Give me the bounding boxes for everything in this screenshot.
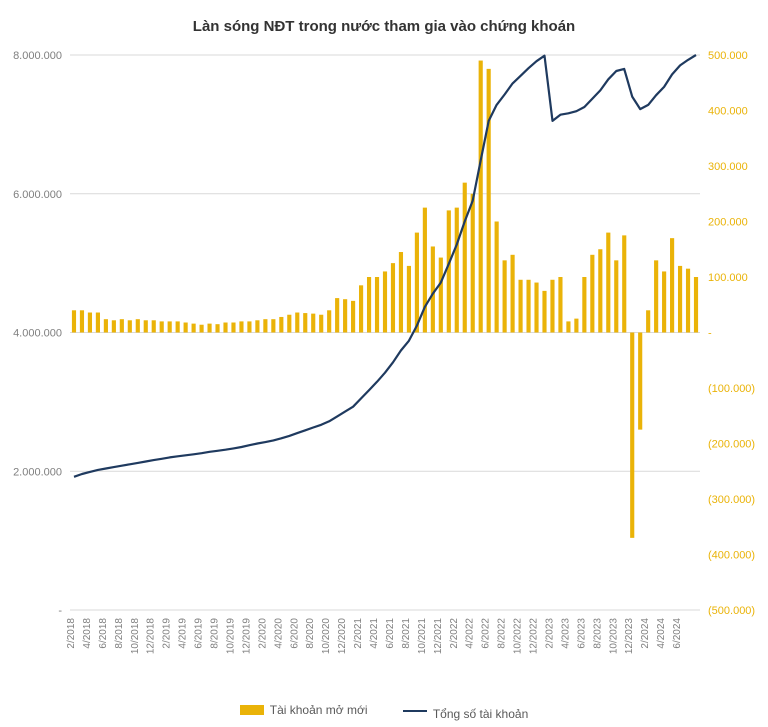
svg-text:10/2018: 10/2018 [130,618,141,655]
chart-svg: - 2.000.000 4.000.000 6.000.000 8.000.000 (50… [0,0,768,727]
svg-text:10/2022: 10/2022 [513,618,524,655]
svg-text:8/2019: 8/2019 [210,618,221,649]
svg-text:4/2022: 4/2022 [465,618,476,649]
chart-title: Làn sóng NĐT trong nước tham gia vào chứ… [0,18,768,35]
svg-text:12/2022: 12/2022 [529,618,540,655]
svg-text:8/2023: 8/2023 [592,618,603,649]
svg-text:4/2024: 4/2024 [656,618,667,649]
svg-text:6/2019: 6/2019 [194,618,205,649]
legend-item-line: Tổng số tài khoản [403,707,528,721]
svg-text:10/2019: 10/2019 [225,618,236,655]
svg-text:8/2022: 8/2022 [497,618,508,649]
svg-text:300.000: 300.000 [708,161,748,173]
svg-text:500.000: 500.000 [708,50,748,62]
svg-text:6/2024: 6/2024 [672,618,683,649]
legend: Tài khoản mở mới Tổng số tài khoản [0,703,768,721]
svg-text:8/2021: 8/2021 [401,618,412,649]
chart-container: Làn sóng NĐT trong nước tham gia vào chứ… [0,0,768,727]
svg-text:12/2021: 12/2021 [433,618,444,655]
svg-text:4/2020: 4/2020 [273,618,284,649]
svg-text:10/2021: 10/2021 [417,618,428,655]
svg-text:2/2018: 2/2018 [66,618,77,649]
svg-text:6/2018: 6/2018 [98,618,109,649]
svg-text:6/2022: 6/2022 [481,618,492,649]
svg-text:12/2020: 12/2020 [337,618,348,655]
svg-text:8/2020: 8/2020 [305,618,316,649]
svg-text:2/2022: 2/2022 [449,618,460,649]
svg-text:(400.000): (400.000) [708,550,755,562]
svg-text:6/2021: 6/2021 [385,618,396,649]
bars [72,61,698,538]
svg-text:2/2021: 2/2021 [353,618,364,649]
svg-text:6/2020: 6/2020 [289,618,300,649]
svg-text:2/2023: 2/2023 [544,618,555,649]
legend-swatch-line [403,710,427,712]
svg-text:10/2023: 10/2023 [608,618,619,655]
legend-swatch-bar [240,705,264,715]
svg-text:12/2023: 12/2023 [624,618,635,655]
svg-text:(200.000): (200.000) [708,439,755,451]
svg-text:4.000.000: 4.000.000 [13,328,62,340]
svg-text:2/2024: 2/2024 [640,618,651,649]
svg-text:6.000.000: 6.000.000 [13,189,62,201]
svg-text:4/2018: 4/2018 [82,618,93,649]
svg-text:8.000.000: 8.000.000 [13,50,62,62]
svg-text:100.000: 100.000 [708,272,748,284]
svg-text:200.000: 200.000 [708,217,748,229]
svg-text:(100.000): (100.000) [708,383,755,395]
svg-text:12/2019: 12/2019 [241,618,252,655]
svg-text:10/2020: 10/2020 [321,618,332,655]
svg-text:2/2020: 2/2020 [257,618,268,649]
svg-text:6/2023: 6/2023 [576,618,587,649]
svg-text:4/2021: 4/2021 [369,618,380,649]
svg-text:(500.000): (500.000) [708,605,755,617]
svg-text:4/2019: 4/2019 [178,618,189,649]
svg-text:2.000.000: 2.000.000 [13,466,62,478]
svg-text:8/2018: 8/2018 [114,618,125,649]
svg-text:400.000: 400.000 [708,106,748,118]
legend-label-line: Tổng số tài khoản [433,707,528,721]
legend-item-bars: Tài khoản mở mới [240,703,368,717]
svg-text:4/2023: 4/2023 [560,618,571,649]
svg-text:2/2019: 2/2019 [162,618,173,649]
svg-text:(300.000): (300.000) [708,494,755,506]
svg-text:-: - [58,605,62,617]
svg-text:12/2018: 12/2018 [146,618,157,655]
line-series [74,55,696,477]
legend-label-bars: Tài khoản mở mới [270,703,368,717]
svg-text:-: - [708,328,712,340]
